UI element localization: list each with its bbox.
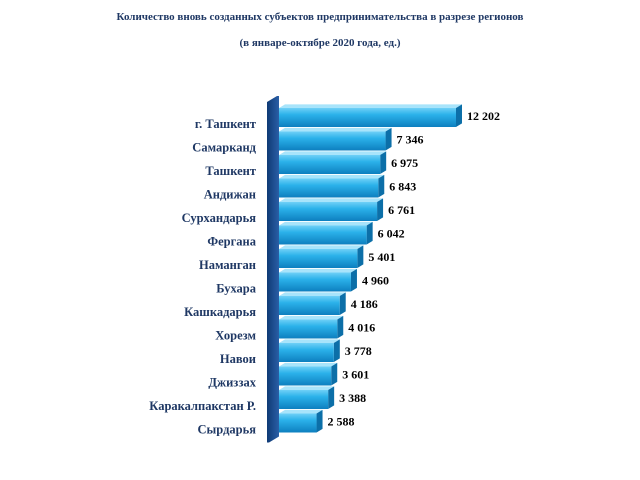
bar-top-face bbox=[279, 174, 385, 179]
bar-front-face bbox=[279, 249, 358, 268]
bar bbox=[279, 174, 385, 198]
bar-end-face bbox=[366, 221, 373, 245]
value-label: 12 202 bbox=[467, 109, 500, 123]
category-label: Сырдарья bbox=[198, 423, 257, 437]
value-label: 7 346 bbox=[397, 133, 424, 147]
category-labels: г. Ташкент Самарканд Ташкент Андижан Сурханд… bbox=[149, 117, 256, 437]
bar bbox=[279, 386, 335, 409]
bar-top-face bbox=[279, 127, 392, 132]
bar bbox=[279, 127, 392, 151]
value-label: 4 016 bbox=[348, 321, 375, 335]
value-label: 4 186 bbox=[351, 297, 378, 311]
chart-subtitle: (в январе-октябре 2020 года, ед.) bbox=[239, 37, 401, 49]
category-label: Фергана bbox=[207, 235, 256, 249]
chart-title: Количество вновь созданных субъектов пре… bbox=[116, 11, 524, 23]
bar-front-face bbox=[279, 202, 378, 221]
category-label: Джиззах bbox=[208, 376, 256, 390]
bar bbox=[279, 292, 346, 315]
bar bbox=[279, 315, 344, 339]
bar-top-face bbox=[279, 245, 364, 249]
chart-base-wall bbox=[267, 96, 279, 443]
bar-top-face bbox=[279, 221, 373, 226]
bar-top-face bbox=[279, 315, 344, 320]
bar-end-face bbox=[328, 386, 335, 409]
bar bbox=[279, 104, 462, 127]
value-label: 5 401 bbox=[368, 250, 395, 264]
bar-end-face bbox=[350, 268, 357, 292]
bar-front-face bbox=[279, 366, 332, 386]
bar-end-face bbox=[333, 339, 340, 362]
category-label: Сурхандарья bbox=[182, 211, 257, 225]
value-label: 6 975 bbox=[391, 156, 418, 170]
bar-front-face bbox=[279, 296, 340, 315]
category-label: Ташкент bbox=[205, 164, 256, 178]
bar bbox=[279, 362, 338, 386]
bar-end-face bbox=[337, 315, 344, 339]
category-label: Наманган bbox=[199, 258, 256, 272]
bar-top-face bbox=[279, 151, 387, 155]
bar-front-face bbox=[279, 155, 381, 174]
category-label: Самарканд bbox=[192, 141, 256, 155]
category-label: Бухара bbox=[216, 282, 256, 296]
bar-front-face bbox=[279, 390, 329, 409]
value-label: 3 778 bbox=[345, 344, 372, 358]
bar-top-face bbox=[279, 409, 323, 414]
bar-front-face bbox=[279, 178, 379, 198]
value-label: 6 761 bbox=[388, 203, 415, 217]
category-label: Каракалпакстан Р. bbox=[149, 399, 256, 413]
bar-top-face bbox=[279, 386, 335, 390]
bar-end-face bbox=[316, 409, 323, 433]
bar-front-face bbox=[279, 343, 334, 362]
bar-front-face bbox=[279, 413, 317, 433]
bar-top-face bbox=[279, 362, 338, 367]
bar-end-face bbox=[456, 104, 462, 127]
bar bbox=[279, 245, 364, 268]
bar bbox=[279, 221, 373, 245]
bar-end-face bbox=[380, 151, 387, 174]
value-label: 6 042 bbox=[378, 227, 405, 241]
value-labels: 12 202 7 346 6 975 6 843 6 761 6 042 5 401 4 96… bbox=[328, 109, 500, 429]
bar-end-face bbox=[357, 245, 364, 268]
bar bbox=[279, 151, 387, 174]
bar bbox=[279, 409, 323, 433]
bar-front-face bbox=[279, 131, 386, 151]
category-label: Хорезм bbox=[215, 329, 256, 343]
bar-front-face bbox=[279, 319, 338, 339]
bar-top-face bbox=[279, 292, 346, 296]
category-label: Андижан bbox=[204, 188, 256, 202]
value-label: 6 843 bbox=[389, 180, 416, 194]
bar-end-face bbox=[377, 198, 384, 221]
category-label: Навои bbox=[220, 352, 256, 366]
bar-front-face bbox=[279, 108, 456, 127]
value-label: 2 588 bbox=[328, 415, 355, 429]
value-label: 3 388 bbox=[339, 391, 366, 405]
bar-front-face bbox=[279, 225, 367, 245]
bar bbox=[279, 268, 357, 292]
bar-top-face bbox=[279, 198, 384, 202]
bar bbox=[279, 339, 340, 362]
bar-top-face bbox=[279, 104, 462, 108]
bar-top-face bbox=[279, 268, 357, 273]
bar-front-face bbox=[279, 272, 351, 292]
bars bbox=[279, 104, 462, 433]
value-label: 4 960 bbox=[362, 274, 389, 288]
bar bbox=[279, 198, 384, 221]
category-label: г. Ташкент bbox=[195, 117, 256, 131]
base-wall-shape bbox=[267, 96, 279, 443]
bar-end-face bbox=[378, 174, 385, 198]
category-label: Кашкадарья bbox=[184, 305, 256, 319]
bar-end-face bbox=[385, 127, 392, 151]
value-label: 3 601 bbox=[342, 368, 369, 382]
bar-end-face bbox=[339, 292, 346, 315]
bar-end-face bbox=[331, 362, 338, 386]
bar-top-face bbox=[279, 339, 340, 343]
